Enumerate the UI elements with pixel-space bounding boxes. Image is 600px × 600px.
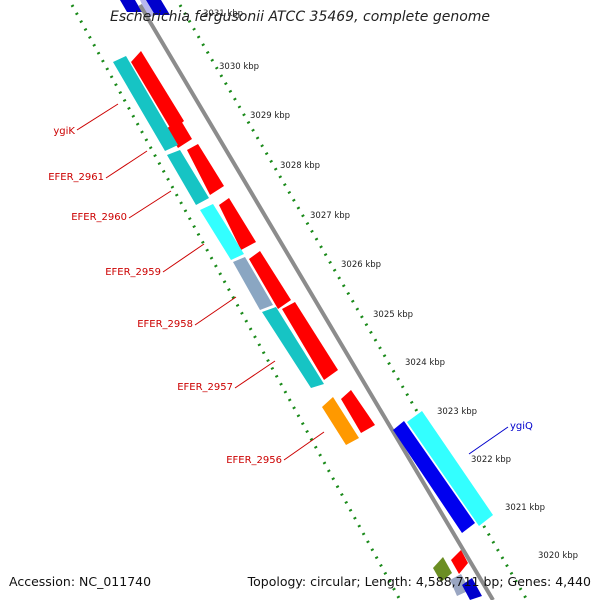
ruler-dotted-line-outer — [70, 4, 402, 600]
cds-feature-forward-EFER_2956 — [341, 390, 375, 433]
ruler-tick-label: 3027 kbp — [310, 211, 350, 221]
gene-label-EFER_2958[interactable]: EFER_2958 — [137, 319, 193, 330]
map-title: Escherichia fergusonii ATCC 35469, compl… — [109, 9, 491, 25]
gene-label-leader-line — [162, 243, 205, 273]
cds-feature-forward-bottom — [451, 550, 468, 574]
cds-feature-top-blue-2 — [146, 0, 170, 15]
ruler-tick-label: 3021 kbp — [505, 503, 545, 513]
gene-label-ygiQ[interactable]: ygiQ — [510, 421, 533, 432]
ruler-tick-label: 3025 kbp — [373, 310, 413, 320]
gene-label-EFER_2957[interactable]: EFER_2957 — [177, 382, 233, 393]
gene-label-EFER_2961[interactable]: EFER_2961 — [48, 172, 104, 183]
gene-label-leader-line — [128, 190, 172, 219]
ruler-tick-faded: 3031 kbp — [203, 9, 243, 19]
ruler-tick-label: 3024 kbp — [405, 358, 445, 368]
ruler-tick-label: 3029 kbp — [250, 111, 290, 121]
cds-feature-forward-EFER_2961 — [166, 119, 192, 148]
ruler-tick-label: 3028 kbp — [280, 161, 320, 171]
cds-feature-reverse-ygiQ-blue — [393, 421, 475, 533]
gene-label-leader-line — [468, 426, 509, 455]
cds-feature-reverse-bottom-blue — [462, 578, 482, 600]
gene-label-EFER_2956[interactable]: EFER_2956 — [226, 455, 282, 466]
cds-feature-reverse-EFER_2958 — [262, 307, 324, 388]
accession-text: Accession: NC_011740 — [9, 574, 152, 589]
cds-feature-reverse-EFER_2961 — [167, 150, 209, 205]
cds-feature-forward-EFER_2958 — [249, 251, 291, 309]
gene-label-leader-line — [76, 103, 119, 131]
cds-feature-top-lavender — [140, 0, 156, 18]
gene-label-leader-line — [194, 296, 237, 326]
gene-label-leader-line — [105, 150, 148, 179]
genome-summary-text: Topology: circular; Length: 4,588,711 bp… — [247, 574, 591, 589]
cds-feature-forward-EFER_2959 — [219, 198, 256, 250]
gene-label-EFER_2959[interactable]: EFER_2959 — [105, 267, 161, 278]
ruler-tick-label: 3026 kbp — [341, 260, 381, 270]
genome-backbone — [138, 3, 495, 600]
ruler-tick-label: 3023 kbp — [437, 407, 477, 417]
gene-label-ygiK[interactable]: ygiK — [53, 126, 75, 137]
ruler-tick-label: 3020 kbp — [538, 551, 578, 561]
gene-label-leader-line — [234, 360, 276, 389]
cds-feature-reverse-ygiQ-cyan — [407, 411, 493, 526]
cds-feature-forward-EFER_2960 — [187, 144, 224, 195]
cds-feature-forward-EFER_2957 — [282, 302, 338, 380]
cds-feature-reverse-EFER_2959 — [233, 257, 273, 310]
cds-feature-top-blue — [120, 0, 142, 12]
ruler-tick-label: 3030 kbp — [219, 62, 259, 72]
cds-feature-reverse-EFER_2960 — [200, 204, 244, 260]
cds-feature-reverse-olive — [433, 557, 452, 582]
cds-feature-reverse-orange — [322, 397, 359, 445]
cds-feature-reverse-ygiK — [113, 56, 178, 151]
gene-label-EFER_2960[interactable]: EFER_2960 — [71, 212, 127, 223]
cds-feature-forward-ygiK — [131, 51, 184, 131]
gene-label-leader-line — [283, 431, 325, 461]
ruler-tick-label: 3022 kbp — [471, 455, 511, 465]
